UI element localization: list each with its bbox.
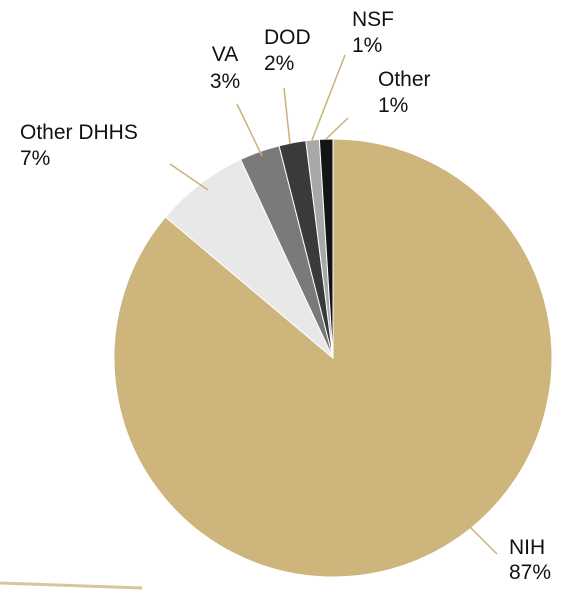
slice-label-percent: 3% [210,70,240,93]
slice-label-percent: 2% [264,52,294,75]
slice-label-percent: 87% [509,561,551,584]
slice-label-percent: 7% [20,147,50,170]
slice-label-name: NIH [509,536,545,559]
slice-label-nih: NIH 87% [509,536,551,584]
slice-label-other: Other 1% [378,68,431,117]
slice-labels: NIH 87% Other DHHS 7% VA 3% DOD 2% NSF 1% Other 1% [20,8,551,584]
slice-label-other-dhhs: Other DHHS 7% [20,121,138,170]
decorative-stroke [0,581,143,590]
slice-label-va: VA 3% [210,43,240,93]
slice-label-name: VA [212,43,238,66]
slice-label-nsf: NSF 1% [352,8,394,57]
leader-line-nih [469,526,498,555]
slice-label-name: Other DHHS [20,121,138,144]
leader-line-va [236,103,263,157]
leader-line-other [325,117,349,140]
slice-label-percent: 1% [378,94,408,117]
leader-line-dod [283,87,291,145]
slice-label-name: Other [378,68,431,91]
pie-slices [113,138,553,578]
leader-line-other-dhhs [169,163,209,191]
leader-line-nsf [311,54,346,141]
slice-label-name: DOD [264,26,311,49]
slice-label-percent: 1% [352,34,382,57]
leader-lines [169,54,498,555]
slice-label-dod: DOD 2% [264,26,311,75]
slice-label-name: NSF [352,8,394,31]
